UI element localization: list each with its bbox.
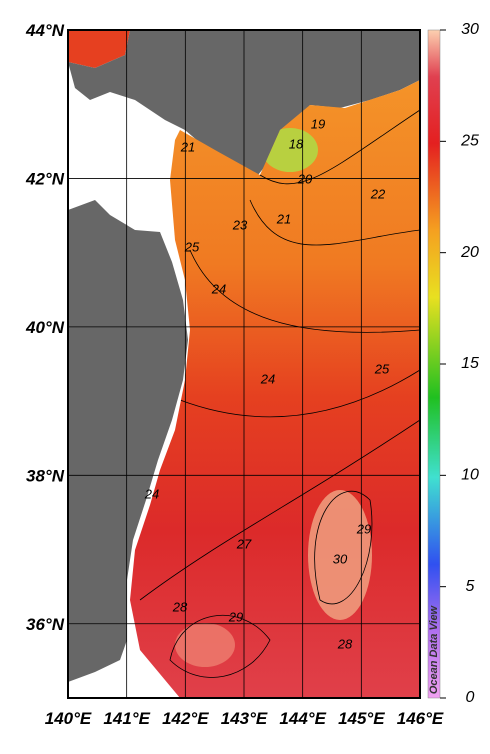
contour-line <box>314 490 373 605</box>
contour-label: 21 <box>276 211 291 226</box>
contour-label: 27 <box>236 536 252 551</box>
contour-line <box>179 369 420 418</box>
contour-label: 24 <box>144 486 159 501</box>
lon-label: 143°E <box>221 709 268 728</box>
contour-label: 19 <box>311 116 325 131</box>
contour-label: 28 <box>172 599 188 614</box>
watermark: Ocean Data View <box>428 604 440 694</box>
contour-label: 22 <box>370 186 386 201</box>
colorbar-tick-label: 10 <box>461 467 479 484</box>
contour-label: 29 <box>356 521 371 536</box>
contour-label: 28 <box>337 636 353 651</box>
contour-line <box>189 249 420 333</box>
colorbar <box>427 29 441 699</box>
colorbar-tick-label: 0 <box>466 689 475 706</box>
colorbar-tick-label: 25 <box>460 133 479 150</box>
lat-label: 38°N <box>26 466 65 485</box>
lon-label: 141°E <box>103 709 150 728</box>
contour-label: 25 <box>184 239 200 254</box>
lon-label: 145°E <box>338 709 385 728</box>
contour-line <box>139 419 420 601</box>
cool-patch <box>262 128 318 172</box>
lon-label: 144°E <box>279 709 326 728</box>
contour-label: 21 <box>180 139 195 154</box>
contour-line <box>259 109 420 185</box>
contours <box>139 109 420 678</box>
lon-label: 146°E <box>397 709 444 728</box>
colorbar-tick-label: 30 <box>461 21 479 38</box>
contour-line <box>249 199 420 246</box>
contour-label: 24 <box>260 371 275 386</box>
sea-patch <box>68 30 130 68</box>
sea-field <box>130 80 420 698</box>
lon-label: 140°E <box>45 709 92 728</box>
map-plot <box>67 29 421 699</box>
lat-label: 44°N <box>25 21 65 40</box>
colorbar-tick-label: 5 <box>466 578 475 595</box>
contour-label: 18 <box>289 136 304 151</box>
lon-label: 142°E <box>162 709 209 728</box>
lat-label: 36°N <box>26 615 65 634</box>
contour-label: 24 <box>211 281 226 296</box>
colorbar-tick-label: 20 <box>460 244 479 261</box>
lat-label: 40°N <box>25 318 65 337</box>
contour-line <box>169 615 271 678</box>
warm-core <box>175 623 235 667</box>
lat-label: 42°N <box>25 169 65 188</box>
contour-label: 23 <box>232 217 248 232</box>
contour-label: 25 <box>374 361 390 376</box>
contour-label: 29 <box>228 609 243 624</box>
colorbar-tick-label: 15 <box>461 355 479 372</box>
land <box>68 200 188 682</box>
contour-label: 20 <box>297 171 313 186</box>
map-frame <box>67 29 421 699</box>
contour-label: 30 <box>333 551 348 566</box>
